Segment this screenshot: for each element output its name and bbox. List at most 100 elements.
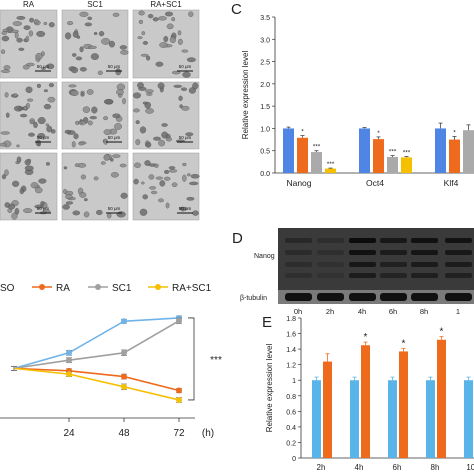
cell-blob [40,67,46,71]
bar [373,139,384,173]
x-category-label: 2h [317,463,326,472]
cell-blob [64,129,71,134]
cell-blob [2,28,9,32]
significance-mark: *** [389,149,397,156]
x-category-label: 4h [355,463,364,472]
cell-blob [43,89,48,93]
blot-band [317,273,344,278]
cell-blob [158,198,164,203]
cell-blob [80,174,87,180]
cell-blob [70,90,79,97]
cell-blob [48,22,55,28]
blot-band [380,250,407,255]
data-point [121,373,127,380]
significance-mark: * [364,332,368,343]
scale-bar-label: 50 μm [179,206,192,211]
legend-label: RA [56,283,70,294]
x-category-label: Oct4 [366,178,384,188]
cell-blob [122,98,126,105]
data-point [66,371,72,378]
cell-blob [16,16,26,20]
cell-blob [11,212,18,220]
cell-blob [103,116,108,121]
cell-blob [26,62,35,67]
blot-band [445,250,472,255]
cell-blob [148,174,155,180]
x-category-label: 10h [466,463,474,472]
blot-band [285,250,312,255]
blot-lane-label: 2h [326,307,334,316]
blot-lane-label: 6h [389,307,397,316]
bar [449,139,460,173]
cell-blob [36,30,46,37]
cell-blob [62,188,68,194]
blot-band [349,238,376,243]
legend-label: SC1 [112,283,132,294]
blot-tubulin-band [349,293,376,301]
data-point [176,396,182,403]
cell-blob [65,194,73,200]
y-tick-label: 0 [292,456,296,463]
legend-marker [155,284,161,290]
series-line [13,317,180,370]
panel-letter-e: E [262,314,272,331]
cell-blob [37,133,46,139]
blot-band [411,262,438,267]
cell-blob [109,157,114,162]
cell-blob [169,36,176,44]
scale-bar-label: 50 μm [179,64,192,69]
x-tick-label: 72 [173,428,185,439]
blot-band [380,238,407,243]
significance-mark: *** [313,144,321,151]
cell-blob [164,11,174,17]
cell-blob [159,180,166,187]
cell-blob [145,89,154,94]
cell-blob [103,129,112,136]
blot-band [411,250,438,255]
cell-blob [135,139,141,146]
cell-blob [66,21,74,26]
cell-blob [1,35,10,42]
bar [435,128,446,173]
cell-blob [163,35,169,43]
cell-blob [182,71,191,78]
cell-blob [178,95,183,101]
bar [437,339,446,458]
series-line [13,367,180,401]
y-tick-label: 1.0 [260,126,270,133]
cell-blob [82,106,91,113]
cell-blob [75,56,83,61]
cell-blob [96,209,103,216]
significance-mark: * [301,129,304,136]
cell-blob [177,38,183,45]
cell-blob [78,141,85,146]
cell-blob [74,163,80,167]
cell-blob [142,101,148,105]
panel-letter-c: C [231,1,242,18]
cell-blob [68,84,77,88]
cell-blob [37,117,46,125]
cell-blob [33,19,39,24]
micrograph-panel: RA SC1 RA+SC1 50 μm 50 μm 50 μm 50 μm 50 μm 50 μ… [0,0,200,221]
cell-blob [103,99,114,105]
cell-blob [150,190,158,195]
cell-blob [23,208,33,214]
cell-blob [168,166,176,170]
cell-blob [181,49,189,53]
cell-blob [120,50,129,55]
legend-marker [39,284,45,290]
legend-label: SO [0,283,15,294]
cell-blob [186,173,191,177]
cell-blob [135,120,140,125]
cell-blob [171,70,181,75]
cell-blob [72,210,81,216]
cell-blob [43,103,52,110]
cell-blob [163,176,171,181]
cell-blob [86,89,94,95]
cell-blob [157,82,165,89]
bar [463,130,474,173]
cell-blob [24,165,34,171]
significance-mark: *** [403,150,411,157]
cell-blob [185,132,194,137]
cell-blob [192,82,199,90]
